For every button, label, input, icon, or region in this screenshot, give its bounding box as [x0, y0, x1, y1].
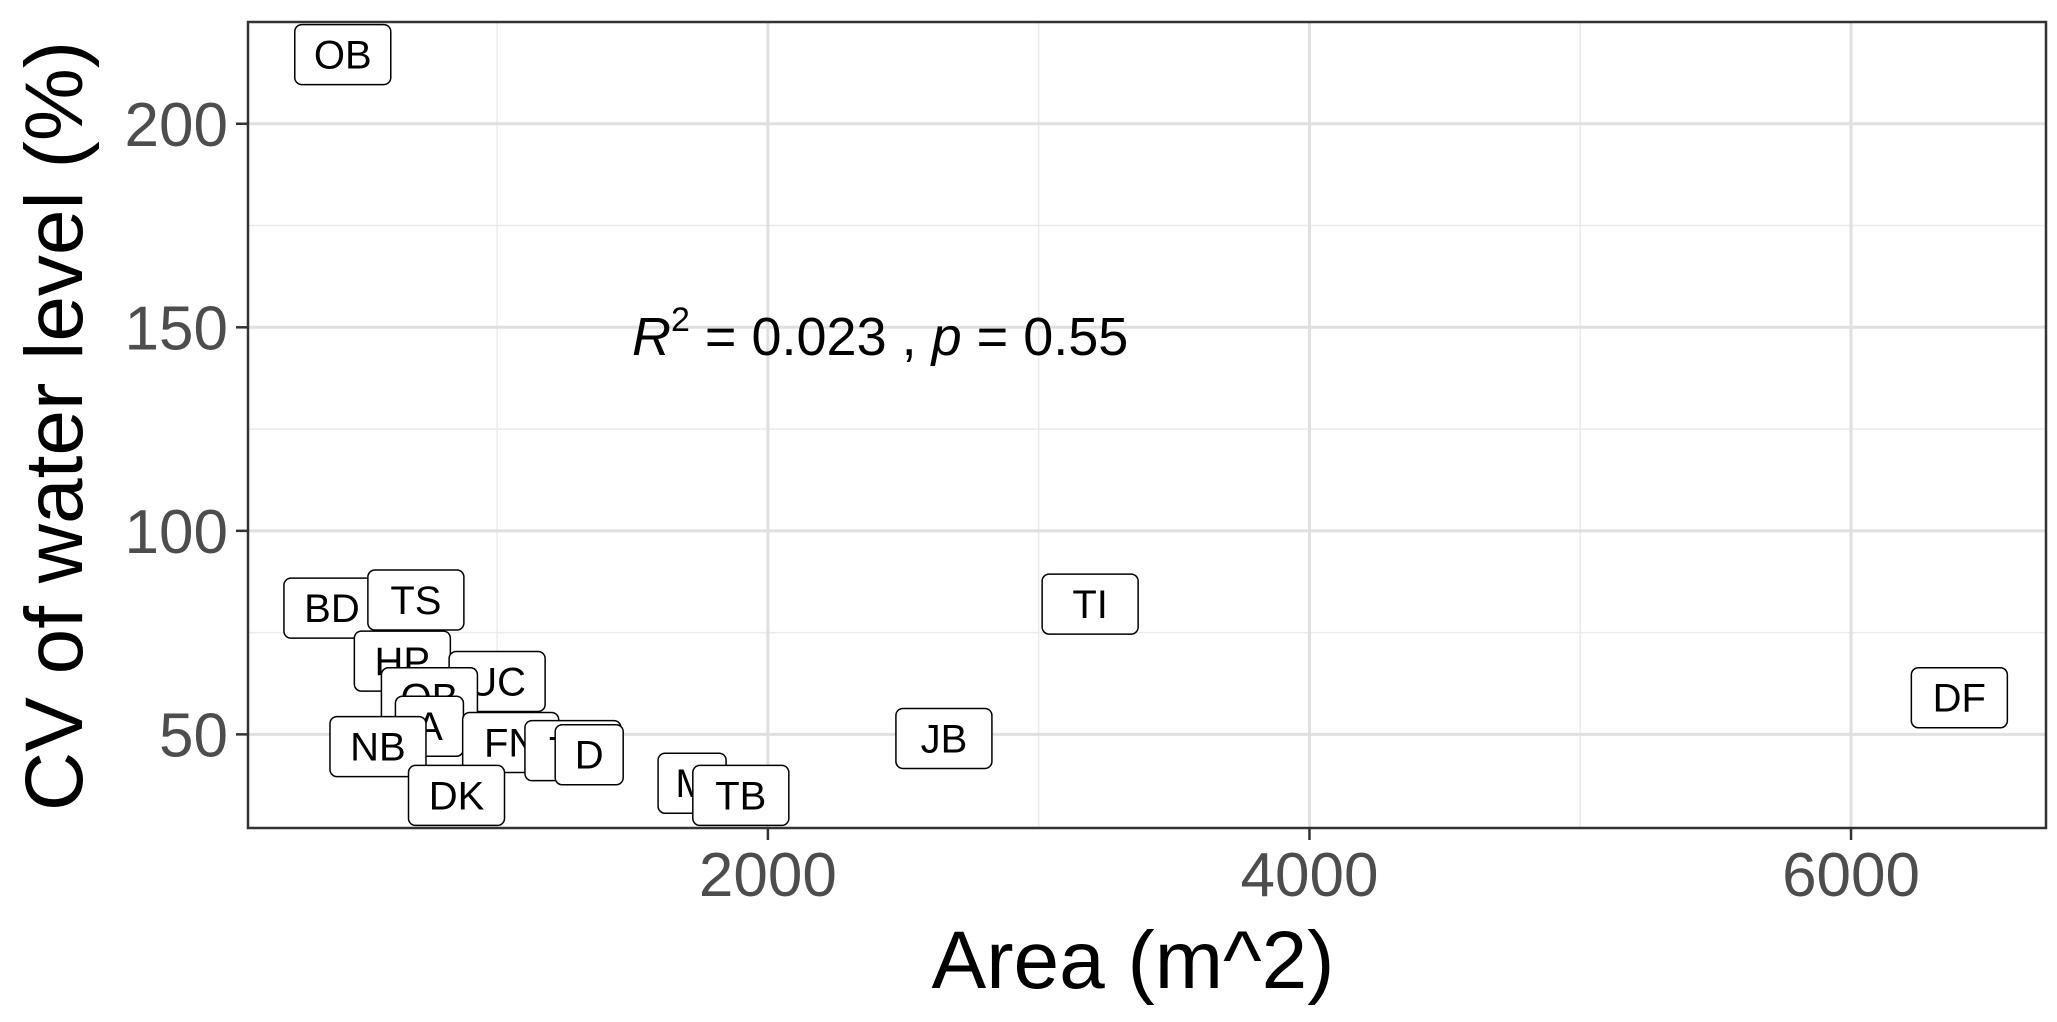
x-tick-label: 4000 — [1241, 841, 1379, 910]
point-label-box — [294, 23, 392, 86]
point-label-box — [554, 723, 624, 786]
point-label-box — [407, 764, 506, 827]
y-tick-label: 150 — [125, 294, 228, 363]
point-label: OB — [294, 23, 392, 86]
point-label-box — [895, 707, 993, 770]
point-label-text: TI — [1072, 583, 1108, 627]
point-label-text: NB — [350, 726, 406, 770]
point-label-text: OB — [314, 34, 372, 78]
r-squared-symbol: R — [632, 307, 671, 367]
x-axis: 2000 4000 6000 — [699, 828, 1920, 910]
point-label: TB — [692, 764, 790, 827]
y-tick-label: 100 — [125, 498, 228, 567]
x-tick-label: 6000 — [1782, 841, 1920, 910]
r-squared-exponent: 2 — [671, 301, 690, 339]
point-label-text: JB — [921, 717, 968, 761]
x-axis-title: Area (m^2) — [932, 915, 1335, 1006]
point-label-text: D — [575, 734, 604, 778]
point-label: D — [554, 723, 624, 786]
x-tick-label: 2000 — [699, 841, 837, 910]
y-axis: 50 100 150 200 — [125, 91, 248, 770]
point-label-text: BD — [304, 587, 360, 631]
point-label-box — [1910, 666, 2009, 729]
point-label-box — [367, 569, 465, 631]
point-label-text: TB — [715, 774, 766, 818]
p-symbol: p — [930, 307, 962, 367]
point-label: JB — [895, 707, 993, 770]
point-label: TI — [1041, 573, 1139, 635]
y-axis-title: CV of water level (%) — [9, 41, 100, 811]
point-label-text: DF — [1933, 677, 1986, 721]
panel-border — [246, 20, 2048, 830]
point-label-box — [1041, 573, 1139, 635]
point-label: NB — [329, 715, 427, 778]
point-label: BD — [283, 577, 381, 639]
point-label-box — [329, 715, 427, 778]
point-label-text: DK — [429, 774, 485, 818]
point-label: DK — [407, 764, 506, 827]
p-value: = 0.55 — [962, 307, 1129, 367]
point-labels: OBBDTSTIHPUCQBANBFNTADDKMTBJBDF — [283, 23, 2009, 827]
point-label-text: TS — [390, 579, 441, 623]
point-label: TS — [367, 569, 465, 631]
point-label-box — [692, 764, 790, 827]
regression-annotation: R2 = 0.023 , p = 0.55 — [632, 301, 1128, 367]
y-tick-label: 50 — [159, 701, 228, 770]
r-squared-value: = 0.023 , — [690, 307, 932, 367]
y-tick-label: 200 — [125, 91, 228, 160]
point-label: DF — [1910, 666, 2009, 729]
